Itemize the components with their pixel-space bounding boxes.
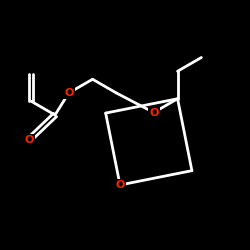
Text: O: O: [115, 180, 125, 190]
Text: O: O: [64, 88, 74, 98]
Text: O: O: [24, 135, 34, 145]
Text: O: O: [149, 108, 158, 118]
